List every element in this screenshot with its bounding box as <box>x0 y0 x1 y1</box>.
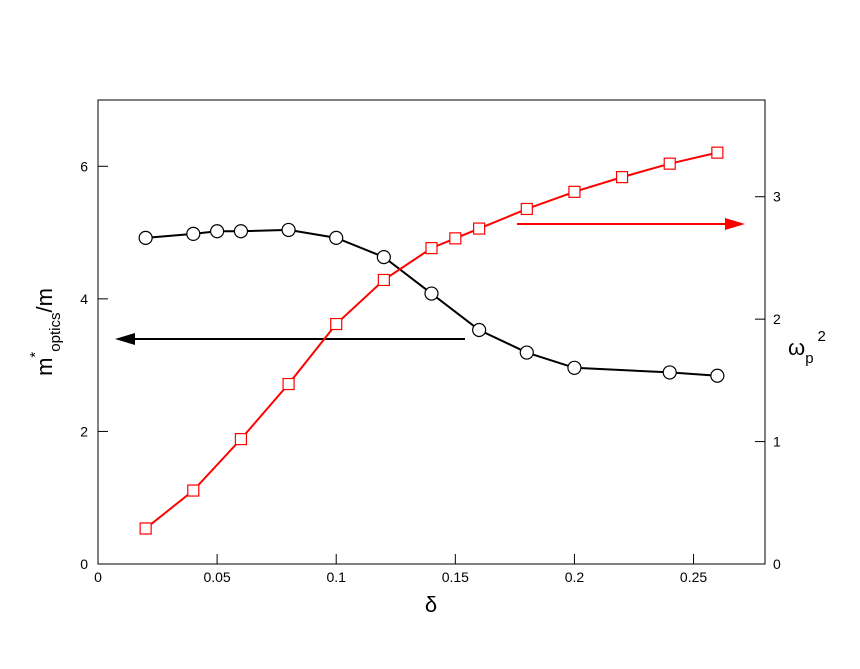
marker <box>567 360 582 375</box>
y-label-rest: /m <box>32 288 57 312</box>
marker <box>233 224 249 239</box>
marker <box>424 286 439 301</box>
marker <box>377 273 390 287</box>
marker <box>472 322 487 338</box>
y-tick-label: 6 <box>80 158 88 174</box>
y2-tick-label: 2 <box>773 311 781 327</box>
right-arrow-head <box>725 218 745 230</box>
marker <box>234 433 248 446</box>
left-arrow-head <box>115 333 135 345</box>
marker <box>663 157 676 170</box>
marker <box>568 185 581 198</box>
marker <box>519 345 534 360</box>
y-label-base: m <box>32 358 57 376</box>
marker <box>520 202 533 216</box>
marker <box>710 368 725 383</box>
marker <box>138 230 153 245</box>
y-tick-label: 0 <box>80 556 88 572</box>
y2-tick-label: 0 <box>773 556 781 572</box>
marker <box>449 232 462 245</box>
marker <box>425 242 438 255</box>
marker <box>376 249 391 265</box>
marker <box>473 222 486 235</box>
y-label-sub: optics <box>47 313 64 352</box>
x-tick-label: 0.25 <box>680 569 707 585</box>
marker <box>281 222 296 238</box>
marker <box>282 377 295 391</box>
marker <box>711 146 724 159</box>
y-label-sup: * <box>27 352 44 358</box>
y2-axis-label: ωp2 <box>788 328 826 367</box>
marker <box>662 365 677 380</box>
plot-frame <box>97 99 766 565</box>
y2-label-base: ω <box>788 335 805 360</box>
series-line <box>145 151 718 530</box>
marker <box>186 226 201 241</box>
y2-label-sub: p <box>805 350 813 367</box>
x-tick-label: 0.1 <box>326 569 346 585</box>
y2-label-sup: 2 <box>818 328 826 345</box>
y-axis-label: m*optics/m <box>27 288 64 376</box>
y-tick-label: 4 <box>80 291 88 307</box>
marker <box>210 224 225 239</box>
y2-tick-label: 3 <box>773 189 781 205</box>
x-tick-label: 0.2 <box>565 569 585 585</box>
y2-tick-label: 1 <box>773 434 781 450</box>
x-axis-label: δ <box>425 592 437 617</box>
x-tick-label: 0 <box>94 569 102 585</box>
y-tick-label: 2 <box>80 423 88 439</box>
marker <box>615 171 629 184</box>
x-tick-label: 0.15 <box>442 569 469 585</box>
x-tick-label: 0.05 <box>203 569 230 585</box>
marker <box>329 230 344 245</box>
marker <box>187 484 200 497</box>
marker <box>139 522 152 535</box>
marker <box>330 317 343 331</box>
